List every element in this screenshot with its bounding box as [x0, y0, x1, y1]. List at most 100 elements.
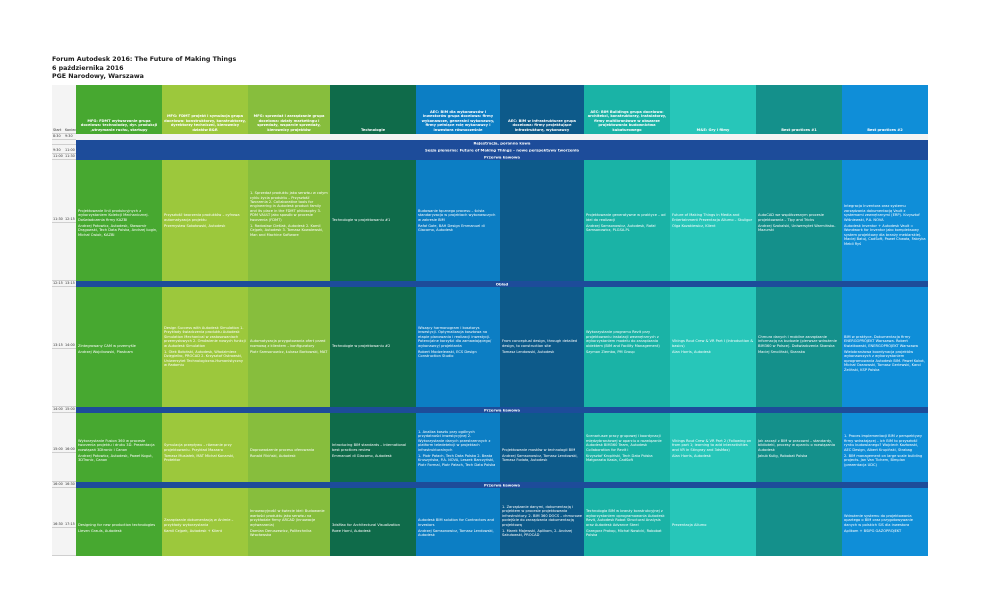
session-text: Scenariusze pracy grupowej i koordynacji… [586, 434, 662, 452]
end-time-cell: 16:00 [64, 413, 76, 453]
session-cell: Andrzej Samsonowicz, Tomasz Lendowski, A… [416, 528, 500, 556]
end-time-cell [64, 140, 76, 145]
cell-divider [670, 406, 756, 407]
cell-divider [162, 555, 248, 556]
session-cell: Ronald Fikiński, Autodesk [248, 453, 330, 482]
column-header-label: Technologie [360, 127, 386, 132]
cell-divider [756, 280, 842, 281]
cell-divider [248, 481, 330, 482]
end-time-cell: 17:15 [64, 488, 76, 528]
cell-divider [248, 280, 330, 281]
cell-divider [76, 406, 162, 407]
end-time: 15:00 [65, 407, 75, 411]
column-header-label: Best practices #1 [781, 127, 817, 132]
session-cell: Robert Modzelewski, ECS Design Construct… [416, 349, 500, 407]
cell-divider [500, 452, 584, 453]
session-text: 1. Zarządzanie danymi, dokumentacją i pr… [502, 504, 582, 527]
start-time: 13:15 [53, 343, 63, 347]
cell-divider [500, 555, 584, 556]
session-cell: Andrzej Potowicz, Autodesk, Paweł Kogut,… [76, 453, 162, 482]
page-title: Forum Autodesk 2016: The Future of Makin… [52, 56, 237, 63]
session-text: Technologie w projektowaniu #2 [332, 343, 391, 348]
cell-divider [248, 452, 330, 453]
cell-divider [500, 406, 584, 407]
cell-divider [248, 406, 330, 407]
column-header-5: AEC: BIM dla wykonawców i inwestorów gru… [416, 85, 500, 134]
break-row: 12:15 13:15 Obiad [52, 281, 960, 287]
session-text: Maciej Smoliński, Skanska [758, 350, 805, 354]
start-time-cell: 14:00 [52, 407, 64, 413]
session-text: Aplikom + BSIPG GAZOPROJEKT [844, 529, 902, 533]
column-header-1: MFG: FDMT wytwarzanie grupa docelowa: te… [76, 85, 162, 134]
session-row: Andrzej Wojcikowski, Plastcam 1. Olek Boł… [52, 349, 960, 407]
session-text: Zarządzanie dokumentacją w Animie – przy… [164, 518, 234, 527]
end-time-cell [64, 528, 76, 556]
event-date: 6 października 2016 [52, 65, 124, 72]
session-cell: Przemysław Sokołowski, Autodesk [162, 223, 248, 281]
cell-divider [330, 527, 416, 528]
start-time-cell: 16:30 [52, 488, 64, 528]
session-cell: 1. Piotr Pałach, Tech Data Polska 2. Bea… [416, 453, 500, 482]
cell-divider [756, 555, 842, 556]
session-text: Tomasz Musiałek, MAT Michał Konarski, Pr… [164, 454, 235, 463]
session-cell: Autodesk Inventor + Autodesk Vault = Won… [842, 223, 928, 281]
end-time-cell [64, 349, 76, 407]
end-time: 17:15 [65, 522, 75, 526]
start-time: 12:15 [53, 281, 63, 285]
session-text: BIM w praktyce. Dokumentacja firmy ENERG… [844, 334, 918, 348]
session-text: Technologie w projektowaniu #1 [332, 217, 391, 222]
cell-divider [584, 555, 670, 556]
cell-divider [76, 348, 162, 349]
cell-divider [842, 280, 928, 281]
session-text: Kamil Cejpek, Autodesk + Klient [164, 529, 223, 533]
start-time-cell [52, 528, 64, 556]
session-text: 1. Olek Bołoński, Autodesk, Włodzimierz … [164, 350, 244, 368]
session-cell: Zarządzanie dokumentacją w Animie – przy… [162, 488, 248, 528]
session-text: Andrzej Samsonowicz, Autodesk, Rafał Sam… [586, 224, 656, 233]
end-time-cell: 9:30 [64, 134, 76, 140]
session-cell: Jak zacząć z BIM w pracowni – standardy,… [756, 413, 842, 453]
cell-divider [842, 406, 928, 407]
start-time-cell [52, 223, 64, 281]
session-band-label: Przerwa kawowa [484, 407, 520, 413]
cell-divider [416, 222, 500, 223]
session-text: Robert Modzelewski, ECS Design Construct… [418, 350, 477, 359]
session-cell: Chmura danych i mobilne zarządzanie info… [756, 287, 842, 349]
session-text: Design Success with Autodesk Simulation … [164, 325, 246, 348]
session-cell: Roee Horni, Autodesk [330, 528, 416, 556]
cell-divider [76, 222, 162, 223]
end-time-cell: 16:30 [64, 482, 76, 488]
session-cell: Projektowanie mostów w technologii BIM [500, 413, 584, 453]
session-band: Rejestracja, poranna kawa [76, 140, 928, 145]
session-text: Technologia BIM w branży konstrukcyjnej … [586, 509, 665, 527]
cell-divider [76, 452, 162, 453]
session-text: Autodesk Inventor + Autodesk Vault = Won… [844, 224, 926, 246]
session-cell: Emmanuel di Giacomo, Autodesk [330, 453, 416, 482]
start-time-cell: 11:00 [52, 154, 64, 160]
session-row: Lieven Grauls, Autodesk Kamil Cejpek, Aut… [52, 528, 960, 556]
session-cell: Wykorzystanie programu Revit przy projek… [584, 287, 670, 349]
session-cell: 2. BIM management on large scale buildin… [842, 453, 928, 482]
session-text: Wiszący harmonogram i kosztorys inwestyc… [418, 325, 492, 348]
session-cell: 1. Sprzedaż produktu jako serwisu w cały… [248, 160, 330, 223]
session-band: Przerwa kawowa [76, 482, 928, 488]
cell-divider [416, 280, 500, 281]
session-text: Budowanie łącznego procesu – ścisła stan… [418, 208, 496, 222]
cell-divider [756, 452, 842, 453]
cell-divider [162, 527, 248, 528]
cell-divider [162, 452, 248, 453]
start-time-cell: Start [52, 85, 64, 134]
session-cell [756, 528, 842, 556]
session-cell: Scenariusze pracy grupowej i koordynacji… [584, 413, 670, 453]
session-cell: Szymon Ziemba, PM Group [584, 349, 670, 407]
session-cell: BIM w praktyce. Dokumentacja firmy ENERG… [842, 287, 928, 349]
session-cell: AutoCAD we współczesnym procesie projekt… [756, 160, 842, 223]
end-time: 16:30 [65, 482, 75, 486]
session-cell: Technologia BIM w branży konstrukcyjnej … [584, 488, 670, 528]
session-cell: Projektowanie generatywne w praktyce – o… [584, 160, 670, 223]
session-band-label: Sesja plenarna: Future of Making Things … [424, 147, 579, 152]
session-cell: Introducing BIM standards – internationa… [330, 413, 416, 453]
column-header-label: MFG: FDMT projekt i symulacja grupa doce… [164, 114, 246, 132]
end-time-cell: 15:00 [64, 407, 76, 413]
end-time: 16:00 [65, 447, 75, 451]
